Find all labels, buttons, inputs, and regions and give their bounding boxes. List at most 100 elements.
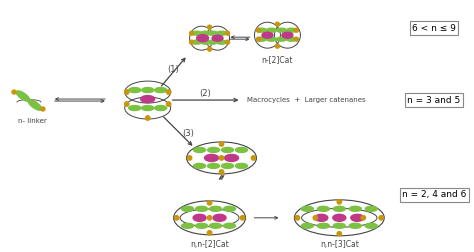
Circle shape (12, 90, 16, 94)
Ellipse shape (236, 147, 247, 152)
Ellipse shape (196, 223, 208, 228)
Text: Macrocycles  +  Larger catenanes: Macrocycles + Larger catenanes (247, 97, 366, 103)
Circle shape (379, 216, 383, 220)
Circle shape (361, 216, 365, 220)
Circle shape (174, 216, 179, 220)
Circle shape (275, 44, 280, 48)
Ellipse shape (333, 206, 345, 211)
Circle shape (146, 116, 150, 120)
Ellipse shape (262, 32, 273, 38)
Text: n,n-[2]Cat: n,n-[2]Cat (190, 240, 229, 249)
Ellipse shape (365, 206, 377, 211)
Ellipse shape (141, 96, 155, 103)
Ellipse shape (318, 206, 329, 211)
Text: n = 3 and 5: n = 3 and 5 (408, 96, 461, 105)
Ellipse shape (129, 106, 141, 111)
Circle shape (294, 37, 299, 41)
Ellipse shape (205, 154, 219, 162)
Circle shape (256, 37, 261, 41)
Ellipse shape (217, 31, 227, 35)
Ellipse shape (286, 37, 296, 41)
Ellipse shape (318, 223, 329, 228)
Ellipse shape (129, 88, 141, 92)
Circle shape (208, 47, 211, 51)
Circle shape (187, 156, 192, 160)
Circle shape (219, 142, 224, 146)
Text: n,n-[3]Cat: n,n-[3]Cat (320, 240, 359, 249)
Circle shape (313, 216, 318, 220)
Ellipse shape (333, 223, 345, 228)
Ellipse shape (224, 206, 236, 211)
Ellipse shape (155, 88, 167, 92)
Ellipse shape (217, 40, 227, 44)
Ellipse shape (301, 206, 313, 211)
Ellipse shape (221, 164, 234, 168)
Text: (3): (3) (182, 130, 194, 139)
Circle shape (219, 156, 224, 160)
Ellipse shape (193, 164, 206, 168)
Ellipse shape (276, 28, 286, 32)
Text: (2): (2) (200, 88, 211, 98)
Ellipse shape (266, 37, 276, 41)
Ellipse shape (208, 40, 218, 44)
Ellipse shape (16, 91, 30, 101)
Ellipse shape (197, 35, 209, 42)
Circle shape (190, 31, 193, 35)
Ellipse shape (182, 223, 193, 228)
Circle shape (208, 25, 211, 29)
Circle shape (256, 28, 261, 32)
Ellipse shape (213, 214, 226, 221)
Circle shape (226, 31, 229, 35)
Ellipse shape (193, 214, 206, 221)
Ellipse shape (315, 214, 328, 221)
Circle shape (207, 231, 212, 235)
Ellipse shape (208, 164, 219, 168)
Ellipse shape (191, 40, 201, 44)
Ellipse shape (196, 206, 208, 211)
Ellipse shape (365, 223, 377, 228)
Ellipse shape (142, 106, 154, 111)
Circle shape (337, 200, 341, 204)
Text: n = 2, 4 and 6: n = 2, 4 and 6 (402, 190, 466, 199)
Ellipse shape (221, 147, 234, 152)
Ellipse shape (301, 223, 313, 228)
Circle shape (207, 201, 212, 205)
Circle shape (166, 102, 171, 106)
Ellipse shape (276, 37, 286, 41)
Ellipse shape (225, 154, 238, 162)
Circle shape (219, 170, 224, 174)
Circle shape (251, 156, 255, 160)
Ellipse shape (155, 106, 167, 111)
Ellipse shape (282, 32, 293, 38)
Ellipse shape (349, 223, 361, 228)
Ellipse shape (256, 28, 266, 32)
Circle shape (41, 107, 45, 111)
Ellipse shape (210, 206, 221, 211)
Circle shape (125, 102, 129, 106)
Circle shape (166, 90, 171, 94)
Ellipse shape (208, 31, 218, 35)
Ellipse shape (210, 223, 221, 228)
Ellipse shape (266, 28, 276, 32)
Ellipse shape (256, 37, 266, 41)
Ellipse shape (182, 206, 193, 211)
Ellipse shape (236, 164, 247, 168)
Circle shape (226, 40, 229, 44)
Circle shape (337, 232, 341, 236)
Circle shape (294, 28, 299, 32)
Ellipse shape (142, 88, 154, 92)
Ellipse shape (191, 31, 201, 35)
Text: n-[2]Cat: n-[2]Cat (262, 55, 293, 64)
Text: (1): (1) (168, 65, 179, 74)
Ellipse shape (201, 31, 210, 35)
Ellipse shape (208, 147, 219, 152)
Ellipse shape (349, 206, 361, 211)
Ellipse shape (193, 147, 206, 152)
Circle shape (207, 216, 212, 220)
Ellipse shape (333, 214, 346, 221)
Text: 6 < n ≤ 9: 6 < n ≤ 9 (412, 24, 456, 33)
Text: n- linker: n- linker (18, 118, 46, 124)
Circle shape (240, 216, 245, 220)
Circle shape (295, 216, 300, 220)
Ellipse shape (28, 100, 42, 110)
